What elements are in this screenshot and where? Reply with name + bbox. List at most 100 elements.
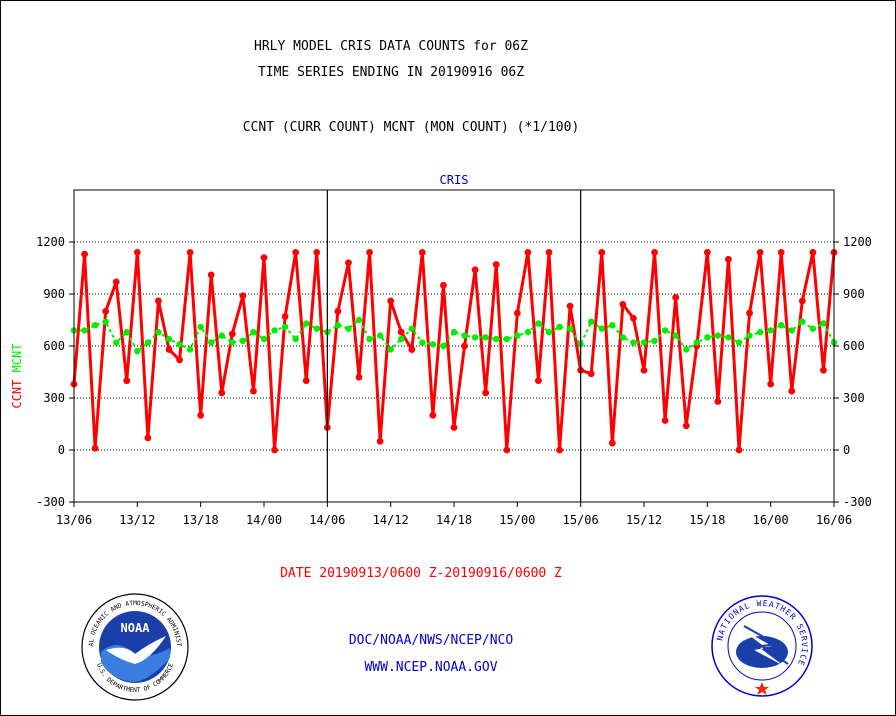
data-point-mcnt [165, 335, 173, 343]
time-series-chart: -300 -300 0 0 300 300 600 600 900 900 1200 1200 13/0… [10, 173, 872, 527]
data-point-mcnt [313, 325, 320, 332]
data-point-ccnt [186, 249, 194, 256]
data-point-mcnt [250, 328, 257, 336]
data-point-mcnt [208, 339, 215, 346]
x-tick-label: 13/18 [183, 513, 219, 527]
data-point-ccnt [682, 422, 690, 430]
data-point-mcnt [588, 318, 595, 325]
data-point-ccnt [735, 446, 743, 454]
y-axis-label-mcnt: MCNT [10, 343, 24, 372]
data-point-ccnt [672, 294, 680, 301]
x-tick-label: 15/00 [499, 513, 535, 527]
y-tick-label-right: 300 [843, 391, 865, 405]
x-tick-label: 13/06 [56, 513, 92, 527]
data-point-ccnt [112, 278, 120, 286]
data-point-mcnt [503, 335, 510, 343]
data-point-ccnt [661, 417, 669, 424]
data-point-mcnt [281, 323, 289, 331]
data-point-ccnt [334, 307, 342, 315]
data-point-ccnt [144, 434, 152, 442]
data-point-mcnt [408, 325, 415, 332]
data-point-mcnt [809, 325, 817, 332]
plot-title: CRIS [440, 173, 469, 187]
url-link[interactable]: WWW.NCEP.NOAA.GOV [364, 660, 498, 675]
data-point-mcnt [640, 339, 648, 346]
y-tick-label-right: 0 [843, 443, 850, 457]
nws-logo: NATIONAL WEATHER SERVICE [711, 595, 813, 697]
data-point-mcnt [91, 322, 99, 329]
data-point-mcnt [376, 332, 384, 339]
data-point-ccnt [302, 377, 310, 385]
data-point-mcnt [714, 332, 722, 339]
data-point-mcnt [387, 346, 394, 353]
data-point-mcnt [778, 322, 785, 329]
data-point-ccnt [566, 302, 574, 310]
data-point-mcnt [366, 335, 373, 343]
data-point-ccnt [366, 249, 373, 256]
data-point-mcnt [704, 334, 711, 341]
data-point-ccnt [619, 301, 627, 308]
data-point-ccnt [767, 380, 775, 388]
data-point-mcnt [661, 327, 669, 334]
data-point-ccnt [798, 297, 806, 305]
y-tick-label-right: 1200 [843, 235, 872, 249]
data-point-ccnt [482, 389, 490, 397]
data-point-ccnt [397, 328, 405, 336]
data-point-ccnt [756, 249, 764, 256]
data-point-mcnt [134, 348, 141, 355]
data-point-mcnt [144, 339, 152, 346]
data-point-mcnt [239, 337, 247, 344]
data-point-mcnt [292, 335, 299, 343]
data-point-ccnt [345, 259, 352, 267]
x-tick-label: 14/18 [436, 513, 472, 527]
data-point-ccnt [133, 249, 141, 256]
data-point-ccnt [513, 309, 521, 317]
x-tick-label: 16/06 [816, 513, 852, 527]
data-point-mcnt [229, 339, 236, 346]
org-label: DOC/NOAA/NWS/NCEP/NCO [348, 633, 514, 648]
data-point-ccnt [260, 254, 268, 261]
data-point-ccnt [102, 307, 110, 315]
data-point-ccnt [725, 255, 732, 263]
x-tick-label: 15/18 [689, 513, 725, 527]
data-point-mcnt [123, 328, 130, 336]
data-point-ccnt [587, 370, 595, 378]
x-tick-label: 13/12 [119, 513, 155, 527]
data-point-ccnt [556, 446, 563, 454]
data-point-mcnt [345, 325, 352, 332]
data-point-ccnt [746, 309, 753, 317]
data-point-mcnt [683, 346, 690, 353]
data-point-mcnt [535, 320, 542, 327]
data-point-ccnt [503, 446, 511, 454]
data-point-mcnt [482, 334, 489, 341]
data-point-ccnt [228, 330, 236, 338]
data-point-mcnt [461, 332, 468, 339]
data-point-ccnt [714, 398, 722, 405]
x-tick-label: 16/00 [753, 513, 789, 527]
data-point-ccnt [703, 249, 711, 256]
data-point-mcnt [619, 334, 627, 341]
data-point-ccnt [197, 411, 205, 419]
data-point-ccnt [408, 346, 416, 353]
data-point-mcnt [756, 328, 764, 336]
data-point-ccnt [598, 249, 606, 256]
data-point-ccnt [608, 439, 616, 447]
data-point-ccnt [155, 297, 162, 305]
data-point-mcnt [725, 334, 732, 341]
chart-title-line2: TIME SERIES ENDING IN 20190916 06Z [257, 65, 525, 80]
data-point-mcnt [735, 339, 743, 346]
data-point-mcnt [820, 320, 827, 327]
data-point-mcnt [355, 316, 363, 324]
data-point-mcnt [767, 327, 774, 334]
data-point-mcnt [398, 335, 405, 343]
data-point-ccnt [239, 292, 247, 300]
y-tick-label-right: 900 [843, 287, 865, 301]
data-point-ccnt [81, 250, 88, 258]
data-point-ccnt [376, 437, 384, 445]
chart-title-line1: HRLY MODEL CRIS DATA COUNTS for 06Z [254, 39, 528, 54]
data-point-mcnt [440, 342, 447, 350]
data-point-mcnt [303, 320, 310, 327]
data-point-mcnt [334, 322, 342, 329]
series-layer [70, 249, 838, 454]
